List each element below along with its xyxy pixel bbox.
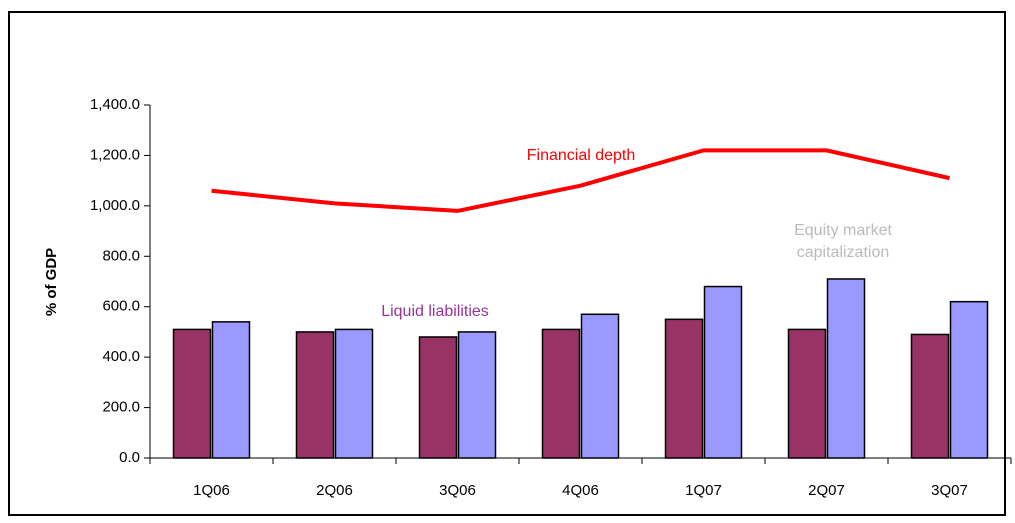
bar: [910, 333, 950, 459]
series-label-text: Financial depth: [526, 147, 636, 164]
bar: [295, 331, 335, 459]
y-tick-label: 1,200.0: [90, 146, 140, 163]
bar: [787, 328, 827, 459]
x-tick-label: 3Q06: [439, 482, 476, 499]
series-label: Liquid liabilities: [381, 303, 489, 320]
bar: [211, 321, 251, 459]
x-tick-label: 1Q07: [685, 482, 722, 499]
bar: [334, 328, 374, 459]
x-tick-label: 3Q07: [931, 482, 968, 499]
x-tick-label: 2Q06: [316, 482, 353, 499]
x-tick-label: 1Q06: [193, 482, 230, 499]
bar: [580, 313, 620, 459]
bar: [703, 285, 743, 459]
x-tick-label: 2Q07: [808, 482, 845, 499]
bar: [949, 300, 989, 459]
bar: [664, 318, 704, 459]
x-tick-label: 4Q06: [562, 482, 599, 499]
y-tick-label: 400.0: [102, 348, 140, 365]
y-tick-label: 1,000.0: [90, 197, 140, 214]
bar: [457, 331, 497, 459]
y-tick-label: 800.0: [102, 247, 140, 264]
y-axis-label: % of GDP: [43, 248, 60, 316]
y-tick-label: 1,400.0: [90, 96, 140, 113]
y-tick-label: 600.0: [102, 298, 140, 315]
bar: [826, 278, 866, 459]
line: [211, 148, 950, 213]
y-tick-label: 0.0: [119, 449, 140, 466]
bar: [541, 328, 581, 459]
series-label: Financial depth: [526, 147, 636, 164]
series-label-text: Liquid liabilities: [381, 303, 489, 320]
series-label: Equity market capitalization: [794, 222, 892, 261]
series-label-text: Equity market capitalization: [794, 222, 892, 261]
bar: [172, 328, 212, 459]
bar: [418, 336, 458, 459]
y-tick-label: 200.0: [102, 399, 140, 416]
